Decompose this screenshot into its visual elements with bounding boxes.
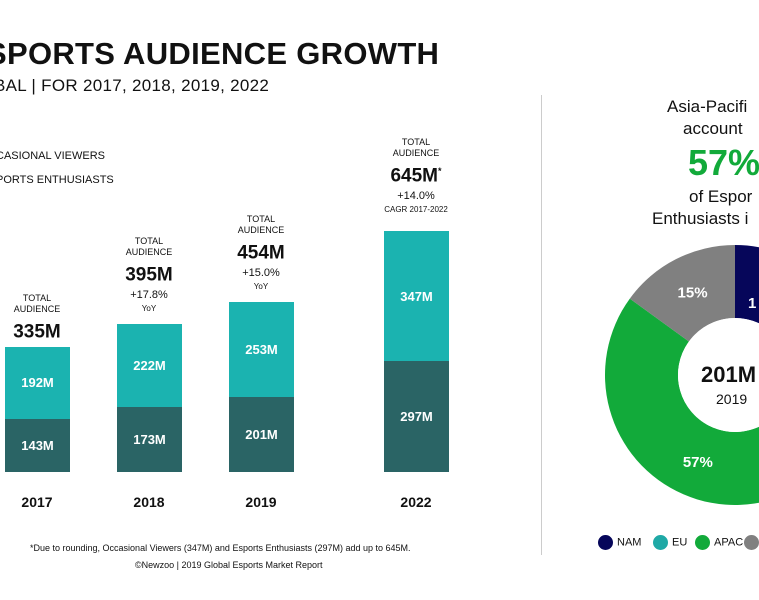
total-label: TOTAL AUDIENCE bbox=[237, 214, 285, 236]
bar-segment-enthusiasts: 173M bbox=[117, 407, 182, 472]
donut-slice-other bbox=[629, 245, 735, 342]
donut-slice-nam bbox=[735, 245, 759, 324]
page-subtitle: BAL | FOR 2017, 2018, 2019, 2022 bbox=[0, 76, 270, 95]
total-value: 645M* bbox=[390, 165, 442, 187]
value-label: 201M bbox=[245, 426, 278, 442]
growth-note: YoY bbox=[141, 303, 157, 313]
growth-value: +14.0% bbox=[397, 189, 435, 202]
donut-chart: 1 57% 15% bbox=[605, 245, 759, 505]
total-label: TOTAL AUDIENCE bbox=[125, 236, 173, 258]
pie-legend-nam: NAM bbox=[598, 535, 641, 550]
headline-line4: Enthusiasts i bbox=[652, 209, 749, 228]
growth-note: YoY bbox=[253, 281, 269, 291]
headline-percent: 57% bbox=[688, 142, 759, 183]
apac-dot-icon bbox=[695, 535, 710, 550]
bar-segment-enthusiasts: 201M bbox=[229, 396, 294, 472]
value-label: 173M bbox=[133, 432, 166, 448]
legend-esports-enthusiasts: PORTS ENTHUSIASTS bbox=[0, 174, 114, 186]
footnote: *Due to rounding, Occasional Viewers (34… bbox=[30, 543, 411, 553]
total-annotation: TOTAL AUDIENCE 645M* +14.0% CAGR 2017-202… bbox=[361, 137, 471, 215]
bar-segment-occasional: 347M bbox=[384, 231, 449, 362]
donut-slice-apac bbox=[605, 298, 759, 505]
total-label: TOTAL AUDIENCE bbox=[392, 137, 440, 159]
growth-note: CAGR 2017-2022 bbox=[384, 204, 448, 214]
total-annotation: TOTAL AUDIENCE 395M +17.8% YoY bbox=[94, 236, 204, 314]
total-value: 395M bbox=[125, 264, 173, 286]
slice-label: 15% bbox=[678, 285, 708, 302]
divider bbox=[541, 95, 542, 555]
eu-dot-icon bbox=[653, 535, 668, 550]
total-annotation: TOTAL AUDIENCE 335M bbox=[0, 293, 92, 344]
bar-2022: 347M 297M bbox=[384, 231, 449, 472]
bar-2019: 253M 201M bbox=[229, 302, 294, 472]
bar-segment-occasional: 253M bbox=[229, 302, 294, 397]
pie-legend-eu: EU bbox=[653, 535, 687, 550]
bar-segment-enthusiasts: 143M bbox=[5, 418, 70, 472]
slice-label: 57% bbox=[683, 454, 713, 471]
x-tick-label: 2017 bbox=[21, 494, 53, 510]
total-label: TOTAL AUDIENCE bbox=[13, 292, 61, 314]
total-annotation: TOTAL AUDIENCE 454M +15.0% YoY bbox=[206, 214, 316, 292]
headline-line2: account bbox=[683, 119, 743, 138]
value-label: 347M bbox=[400, 288, 433, 304]
bar-segment-occasional: 192M bbox=[5, 346, 70, 419]
pie-legend-row bbox=[744, 535, 759, 550]
value-label: 253M bbox=[245, 342, 278, 358]
x-tick-label: 2022 bbox=[400, 494, 432, 510]
x-tick-label: 2019 bbox=[245, 494, 277, 510]
donut-center-value: 201M bbox=[701, 362, 757, 387]
value-label: 143M bbox=[21, 437, 54, 453]
donut-hole bbox=[678, 318, 759, 432]
row-dot-icon bbox=[744, 535, 759, 550]
value-label: 297M bbox=[400, 409, 433, 424]
headline-line3: of Espor bbox=[689, 187, 753, 206]
bar-segment-enthusiasts: 297M bbox=[384, 361, 449, 472]
growth-value: +17.8% bbox=[130, 288, 168, 301]
total-value: 454M bbox=[237, 242, 285, 264]
growth-value: +15.0% bbox=[242, 266, 280, 279]
value-label: 192M bbox=[21, 375, 54, 391]
pie-legend-apac: APAC bbox=[695, 535, 743, 550]
bar-segment-occasional: 222M bbox=[117, 324, 182, 408]
page-title: SPORTS AUDIENCE GROWTH bbox=[0, 36, 440, 71]
nam-dot-icon bbox=[598, 535, 613, 550]
value-label: 222M bbox=[133, 358, 166, 374]
x-tick-label: 2018 bbox=[133, 494, 165, 510]
legend-occasional-viewers: CASIONAL VIEWERS bbox=[0, 150, 106, 162]
slice-label: 1 bbox=[748, 295, 756, 312]
bar-2017: 192M 143M bbox=[5, 346, 70, 472]
total-value: 335M bbox=[13, 321, 61, 343]
source-credit: ©Newzoo | 2019 Global Esports Market Rep… bbox=[135, 560, 323, 570]
headline-line1: Asia-Pacifi bbox=[667, 97, 748, 116]
bar-2018: 222M 173M bbox=[117, 324, 182, 472]
donut-center-label: 2019 bbox=[716, 391, 748, 407]
